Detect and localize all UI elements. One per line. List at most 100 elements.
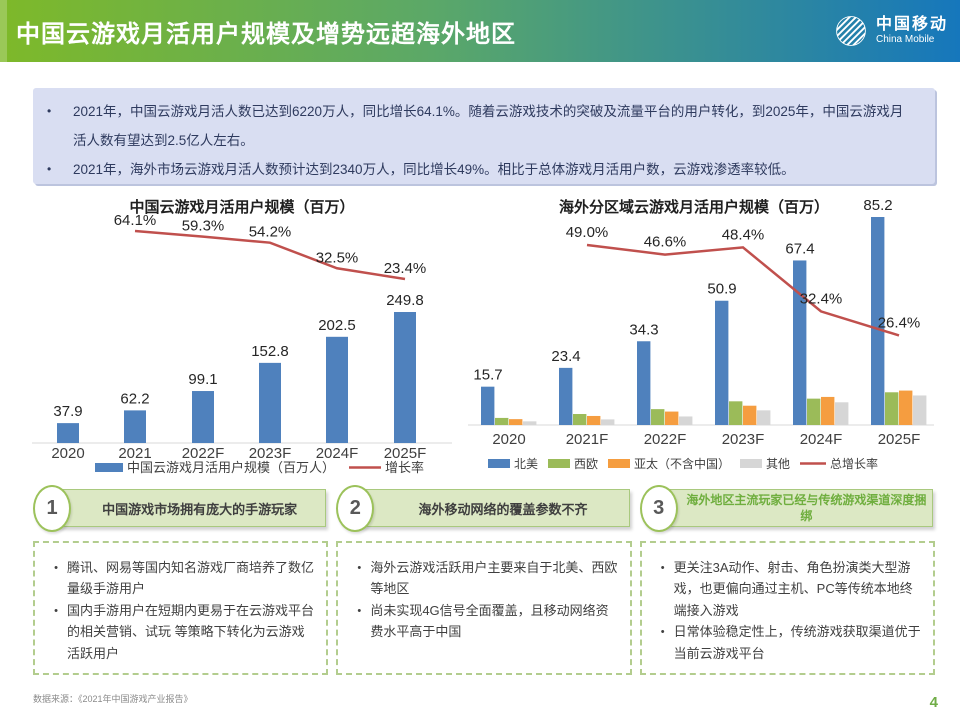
bar-value-label: 50.9: [707, 281, 736, 298]
growth-rate-line: [134, 229, 406, 281]
bar-1-series-2: [587, 415, 601, 425]
summary-bullet: • 2021年，海外市场云游戏月活人数预计达到2340万人，同比增长49%。相比…: [47, 155, 913, 184]
section-number: 1: [46, 497, 58, 519]
x-tick-label: 2022F: [644, 431, 687, 448]
growth-rate-label: 64.1%: [114, 212, 157, 229]
bar-value-label: 37.9: [53, 403, 82, 420]
list-item: • 尚未实现4G信号全面覆盖，且移动网络资费水平高于中国: [348, 600, 619, 643]
bar-5-series-3: [913, 395, 927, 425]
chart-title: 中国云游戏月活用户规模（百万）: [129, 198, 354, 216]
chart-title: 海外分区域云游戏月活用户规模（百万）: [559, 198, 829, 216]
growth-rate-label: 54.2%: [249, 224, 292, 241]
page-title: 中国云游戏月活用户规模及增势远超海外地区: [16, 20, 516, 48]
bar-3-series-3: [757, 410, 771, 425]
bar-value-label: 99.1: [188, 371, 217, 388]
bar-value-label: 249.8: [386, 292, 424, 309]
bar-1-series-0: [559, 367, 573, 425]
bullet-icon: •: [357, 604, 362, 617]
growth-rate-label: 23.4%: [384, 260, 427, 277]
list-item: • 腾讯、网易等国内知名游戏厂商培养了数亿量级手游用户: [45, 557, 316, 600]
legend-label: 总增长率: [830, 456, 878, 471]
x-tick-label: 2025F: [878, 431, 921, 448]
summary-bullet: • 2021年，中国云游戏月活人数已达到6220万人，同比增长64.1%。随着云…: [47, 97, 913, 155]
bar-4-series-0: [326, 336, 348, 443]
legend-swatch-icon: [548, 459, 570, 468]
bar-0-series-2: [509, 419, 523, 425]
bar-4-series-0: [793, 260, 807, 425]
legend-label: 增长率: [385, 460, 424, 475]
bar-0-series-3: [523, 421, 537, 425]
slide-header: 中国云游戏月活用户规模及增势远超海外地区 中国移动 China Mobile: [0, 0, 960, 62]
x-tick-label: 2024F: [316, 445, 359, 462]
bar-3-series-0: [715, 300, 729, 425]
bullet-icon: •: [660, 562, 665, 574]
bullet-icon: •: [47, 162, 52, 176]
legend-swatch-icon: [488, 459, 510, 468]
growth-rate-label: 48.4%: [722, 226, 765, 243]
section-title: 中国游戏市场拥有庞大的手游玩家: [102, 501, 298, 517]
bar-value-label: 152.8: [251, 343, 289, 360]
bar-4-series-2: [821, 396, 835, 425]
section-title-bar: 海外移动网络的覆盖参数不齐: [354, 489, 630, 527]
bullet-icon: •: [54, 562, 58, 574]
x-tick-label: 2023F: [249, 445, 292, 462]
legend-label: 亚太（不含中国）: [634, 456, 730, 471]
bullet-icon: •: [660, 626, 665, 639]
bar-5-series-0: [394, 312, 416, 443]
bar-0-series-1: [495, 417, 509, 425]
growth-rate-label: 46.6%: [644, 234, 687, 251]
bar-1-series-1: [573, 414, 587, 425]
section-header-1: 1 中国游戏市场拥有庞大的手游玩家: [33, 483, 328, 535]
section-header-2: 2 海外移动网络的覆盖参数不齐: [336, 483, 631, 535]
list-item: • 海外云游戏活跃用户主要来自于北美、西欧等地区: [348, 557, 619, 600]
list-item: • 日常体验稳定性上，传统游戏获取渠道优于当前云游戏平台: [652, 621, 923, 664]
bar-2-series-0: [192, 391, 214, 443]
page-number: 4: [929, 694, 938, 711]
section-title: 海外移动网络的覆盖参数不齐: [418, 501, 588, 517]
bullet-text: 海外云游戏活跃用户主要来自于北美、西欧等地区: [370, 560, 618, 597]
bar-2-series-3: [679, 416, 693, 425]
summary-box: • 2021年，中国云游戏月活人数已达到6220万人，同比增长64.1%。随着云…: [33, 88, 935, 184]
bar-2-series-0: [637, 341, 651, 425]
growth-rate-label: 59.3%: [182, 218, 225, 235]
legend-label: 中国云游戏月活用户规模（百万人）: [127, 460, 335, 475]
x-tick-label: 2021F: [566, 431, 609, 448]
bar-2-series-1: [651, 409, 665, 425]
bullet-icon: •: [54, 604, 58, 617]
section-box-2: • 海外云游戏活跃用户主要来自于北美、西欧等地区 • 尚未实现4G信号全面覆盖，且移…: [336, 541, 632, 675]
bar-4-series-1: [807, 398, 821, 425]
section-title-bar: 海外地区主流玩家已经与传统游戏渠道深度捆绑: [657, 489, 933, 527]
bullet-icon: •: [357, 562, 362, 574]
bar-5-series-0: [871, 217, 885, 425]
bar-value-label: 202.5: [318, 317, 356, 334]
section-number: 2: [349, 497, 361, 519]
section-number-badge: 3: [639, 485, 678, 532]
legend-label: 西欧: [574, 457, 598, 471]
bar-value-label: 67.4: [785, 240, 814, 257]
bullet-text: 尚未实现4G信号全面覆盖，且移动网络资费水平高于中国: [370, 602, 609, 640]
overseas-cloud-gaming-chart: 海外分区域云游戏月活用户规模（百万） 15.7 23.4 34.3 50.9 67.4 85…: [468, 197, 934, 471]
list-item: • 更关注3A动作、射击、角色扮演类大型游戏，也更偏向通过主机、PC等传统本地终端…: [652, 557, 923, 621]
section-box-3: • 更关注3A动作、射击、角色扮演类大型游戏，也更偏向通过主机、PC等传统本地终端…: [639, 541, 935, 675]
growth-rate-label: 32.5%: [316, 249, 359, 266]
section-header-3: 3 海外地区主流玩家已经与传统游戏渠道深度捆绑: [639, 483, 935, 535]
bar-0-series-0: [57, 423, 79, 443]
bar-value-label: 62.2: [120, 390, 149, 407]
summary-bullet-text: 2021年，中国云游戏月活人数已达到6220万人，同比增长64.1%。随着云游戏…: [73, 104, 904, 148]
legend-label: 其他: [766, 457, 790, 471]
china-mobile-logo: 中国移动 China Mobile: [832, 13, 948, 49]
growth-rate-label: 26.4%: [878, 314, 921, 331]
x-tick-label: 2020: [51, 445, 84, 462]
china-cloud-gaming-chart: 中国云游戏月活用户规模（百万） 37.9 62.2 99.1 152.8 202.5 249…: [32, 198, 452, 475]
list-item: • 国内手游用户在短期内更易于在云游戏平台的相关营销、试玩 等策略下转化为云游戏活…: [45, 600, 316, 664]
logo-text-en: China Mobile: [875, 34, 935, 46]
bar-value-label: 34.3: [629, 321, 658, 338]
growth-rate-line: [586, 243, 900, 337]
data-source-note: 数据来源：《2021年中国游戏产业报告》: [33, 694, 193, 704]
bullet-text: 更关注3A动作、射击、角色扮演类大型游戏，也更偏向通过主机、PC等传统本地终端接…: [673, 560, 913, 618]
bar-0-series-0: [481, 386, 495, 425]
bar-2-series-2: [665, 411, 679, 425]
bullet-text: 国内手游用户在短期内更易于在云游戏平台的相关营销、试玩 等策略下转化为云游戏活跃…: [67, 602, 315, 661]
section-title-bar: 中国游戏市场拥有庞大的手游玩家: [51, 489, 327, 527]
section-number-badge: 2: [336, 485, 375, 532]
